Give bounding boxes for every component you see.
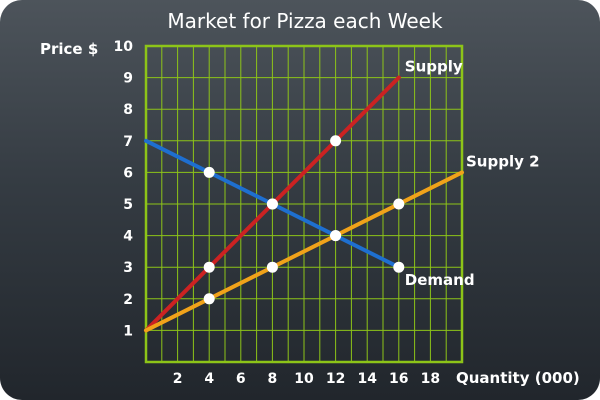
supply-label: Supply [405,58,463,76]
plot-frame [144,44,464,364]
x-tick-label: 4 [204,371,214,387]
supply-2-label: Supply 2 [466,152,540,170]
y-tick-label: 4 [123,229,133,245]
y-tick-label: 10 [114,39,134,55]
supply-point [203,261,215,273]
x-tick-label: 12 [326,371,345,387]
demand-point [393,261,405,273]
supply-point [330,135,342,147]
supply-2-point [393,198,405,210]
y-tick-label: 9 [123,71,133,87]
y-tick-label: 2 [123,292,133,308]
demand-point [266,198,278,210]
x-tick-label: 2 [173,371,183,387]
x-tick-label: 6 [236,371,246,387]
y-tick-label: 7 [123,134,133,150]
y-tick-label: 8 [123,102,133,118]
x-tick-label: 8 [268,371,278,387]
grid [144,44,464,364]
demand-point [330,230,342,242]
series-labels: Supply Supply 2 Demand [405,58,540,290]
data-points [203,135,405,305]
x-axis-label: Quantity (000) [456,369,580,387]
demand-label: Demand [405,271,475,289]
y-tick-label: 3 [123,260,133,276]
demand-point [203,166,215,178]
y-axis-label: Price $ [40,40,98,58]
supply-2-point [266,261,278,273]
x-tick-label: 14 [357,371,377,387]
y-tick-label: 6 [123,165,133,181]
y-tick-label: 1 [123,323,133,339]
x-tick-label: 10 [294,371,314,387]
supply-2-point [203,293,215,305]
x-tick-label: 16 [389,371,408,387]
chart-title: Market for Pizza each Week [167,9,443,33]
y-tick-label: 5 [123,197,133,213]
x-tick-label: 18 [421,371,440,387]
supply-2-line [144,170,464,333]
